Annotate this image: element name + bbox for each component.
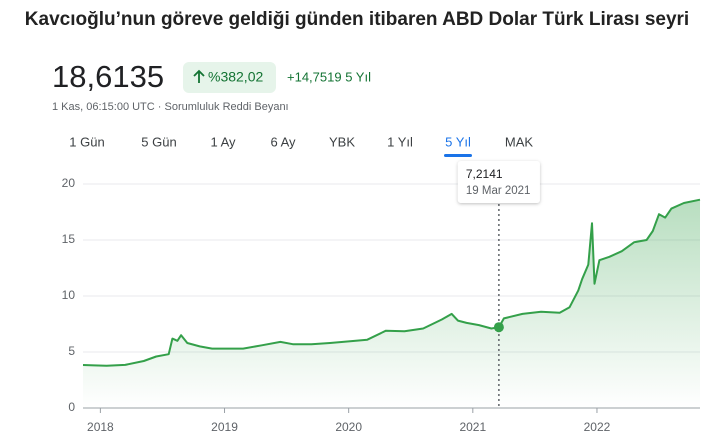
area-fill xyxy=(83,199,700,408)
highlight-point xyxy=(493,322,504,333)
y-tick-label: 10 xyxy=(62,288,76,302)
tab[interactable]: 1 Yıl xyxy=(387,134,413,149)
tab-indicator xyxy=(444,154,472,157)
tab[interactable]: 5 Yıl xyxy=(445,134,471,149)
title: Kavcıoğlu’nun göreve geldiği günden itib… xyxy=(25,9,689,30)
y-tick-label: 20 xyxy=(62,176,76,190)
tooltip xyxy=(457,161,540,203)
tab[interactable]: 1 Gün xyxy=(69,134,104,149)
price: 18,6135 xyxy=(52,59,164,94)
line xyxy=(82,198,701,367)
change-badge xyxy=(183,62,276,93)
x-tick-label: 2019 xyxy=(211,420,238,434)
timestamp: 1 Kas, 06:15:00 UTC · Sorumluluk Reddi B… xyxy=(52,101,289,113)
change: +14,7519 5 Yıl xyxy=(287,69,371,84)
tab[interactable]: 1 Ay xyxy=(210,134,236,149)
change-percent: %382,02 xyxy=(208,69,263,85)
x-tick-label: 2018 xyxy=(87,420,114,434)
tabs: 1 Gün 5 Gün 1 Ay 6 Ay YBK 1 Yıl 5 Yıl MAK xyxy=(69,134,533,157)
plot: 0 5 10 15 20 2018 2019 2020 2021 2022 7,2141 19 Mar… xyxy=(62,161,701,434)
x-tick-label: 2020 xyxy=(335,420,362,434)
x-tick-label: 2021 xyxy=(459,420,486,434)
y-tick-label: 0 xyxy=(68,400,75,414)
tab[interactable]: 5 Gün xyxy=(141,134,176,149)
up-arrow xyxy=(193,69,205,83)
tab[interactable]: MAK xyxy=(505,134,534,149)
y-tick-label: 5 xyxy=(68,344,75,358)
tooltip-value: 7,2141 xyxy=(466,167,503,181)
tab[interactable]: YBK xyxy=(329,134,355,149)
tab[interactable]: 6 Ay xyxy=(270,134,296,149)
tooltip-date: 19 Mar 2021 xyxy=(466,185,531,197)
x-tick-label: 2022 xyxy=(584,420,611,434)
y-tick-label: 15 xyxy=(62,232,76,246)
